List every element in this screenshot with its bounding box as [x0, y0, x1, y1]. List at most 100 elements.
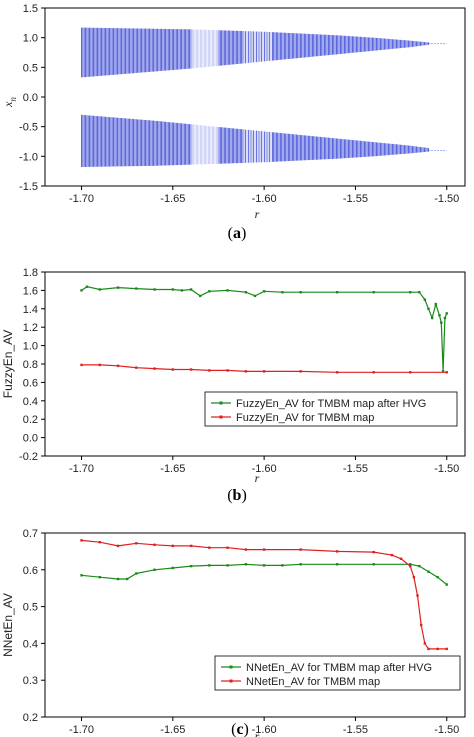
data-point [436, 575, 439, 579]
data-point [244, 563, 248, 566]
data-point [171, 288, 175, 291]
panel-b-frame [44, 271, 466, 457]
y-tick-label: -0.2 [19, 451, 38, 463]
data-point [135, 287, 138, 290]
data-point [372, 291, 375, 294]
data-point [116, 577, 120, 581]
y-tick-label: 0.6 [23, 565, 38, 577]
legend-box [214, 655, 461, 691]
panel-a-caption: (a) [228, 225, 247, 242]
panel-b-xlabel: r [255, 471, 260, 485]
panel-a-ylabel-sub: n [8, 97, 18, 102]
data-point [262, 564, 266, 567]
data-point [335, 371, 339, 374]
data-point [253, 294, 257, 298]
y-tick-label: 0.3 [23, 675, 38, 687]
data-point [171, 566, 175, 570]
data-point [299, 370, 302, 373]
data-point [226, 564, 229, 567]
data-point [438, 314, 441, 317]
data-point [299, 548, 302, 551]
legend-marker [219, 401, 223, 405]
y-tick-label: 1.0 [23, 341, 38, 353]
data-point [98, 288, 101, 291]
y-tick-label: 1.8 [23, 267, 38, 279]
data-point [171, 544, 175, 548]
panel-b: -1.70 -1.65 -1.60 -1.55 -1.50 -0.2 0.0 0.2 0.4 0… [1, 267, 466, 504]
data-point [281, 564, 284, 567]
y-tick-label: 1.6 [23, 285, 38, 297]
panel-a-caption-letter: a [233, 225, 241, 242]
data-point [189, 368, 193, 371]
x-tick-label: -1.70 [69, 463, 94, 475]
x-tick-label: -1.70 [69, 724, 94, 736]
data-point [423, 642, 427, 645]
data-point [244, 291, 248, 294]
y-tick-label: 0.0 [23, 92, 38, 104]
data-point [262, 370, 266, 373]
data-point [180, 289, 184, 292]
data-point [244, 370, 248, 373]
data-point [418, 291, 421, 294]
data-point [135, 366, 138, 369]
y-tick-label: 0.2 [23, 712, 38, 724]
x-tick-label: -1.50 [434, 463, 459, 475]
y-tick-label: 0.7 [23, 528, 38, 540]
data-point [244, 548, 248, 551]
data-point [409, 371, 412, 374]
data-point [390, 553, 394, 557]
x-tick-label: -1.60 [252, 463, 277, 475]
data-point [226, 289, 229, 292]
data-point [443, 316, 447, 320]
data-point [199, 294, 202, 298]
legend-label: FuzzyEn_AV for TMBM map [236, 412, 374, 424]
data-point [98, 575, 101, 579]
y-tick-label: 0.8 [23, 359, 38, 371]
data-point [80, 539, 83, 542]
x-tick-label: -1.65 [160, 724, 185, 736]
data-point [153, 288, 156, 291]
data-point [116, 286, 120, 289]
panel-a-xlabel: r [255, 207, 260, 221]
data-point [98, 541, 101, 544]
data-point [135, 542, 138, 545]
legend-label: FuzzyEn_AV for TMBM map after HVG [236, 398, 426, 410]
data-point [80, 363, 83, 367]
panel-c: -1.70 -1.65 -1.60 -1.55 -1.50 0.2 0.3 0.4 0.5 0.… [1, 528, 466, 737]
data-point [423, 298, 427, 301]
data-point [441, 370, 445, 373]
data-point [372, 550, 375, 554]
data-point [445, 647, 448, 651]
x-tick-label: -1.50 [434, 724, 459, 736]
data-point [430, 316, 434, 320]
data-point [436, 647, 439, 651]
series-line-0 [81, 286, 448, 372]
panel-a-ylabel: xn [1, 97, 18, 108]
y-tick-label: 0.5 [23, 602, 38, 614]
data-point [116, 364, 120, 368]
data-point [335, 550, 339, 553]
y-tick-label: 1.4 [23, 304, 38, 316]
data-point [262, 548, 266, 551]
data-point [440, 321, 443, 324]
data-point [418, 564, 421, 568]
panel-b-legend: FuzzyEn_AV for TMBM map after HVG FuzzyEn… [204, 391, 458, 427]
y-tick-label: 1.0 [23, 33, 38, 45]
x-tick-label: -1.70 [69, 193, 94, 205]
panel-a-ylabel-main: x [1, 101, 15, 108]
x-tick-label: -1.55 [343, 463, 368, 475]
y-tick-label: -0.5 [19, 122, 38, 134]
panel-c-ylabel: NNetEn_AV [1, 593, 15, 657]
y-tick-label: -1.0 [19, 151, 38, 163]
data-point [80, 574, 83, 577]
data-point [189, 564, 193, 568]
data-point [445, 312, 448, 315]
data-point [208, 290, 211, 293]
data-point [80, 289, 83, 292]
y-tick-label: -1.5 [19, 181, 38, 193]
data-point [335, 291, 339, 294]
data-point [208, 369, 211, 372]
y-tick-label: 0.2 [23, 414, 38, 426]
data-point [116, 544, 120, 548]
